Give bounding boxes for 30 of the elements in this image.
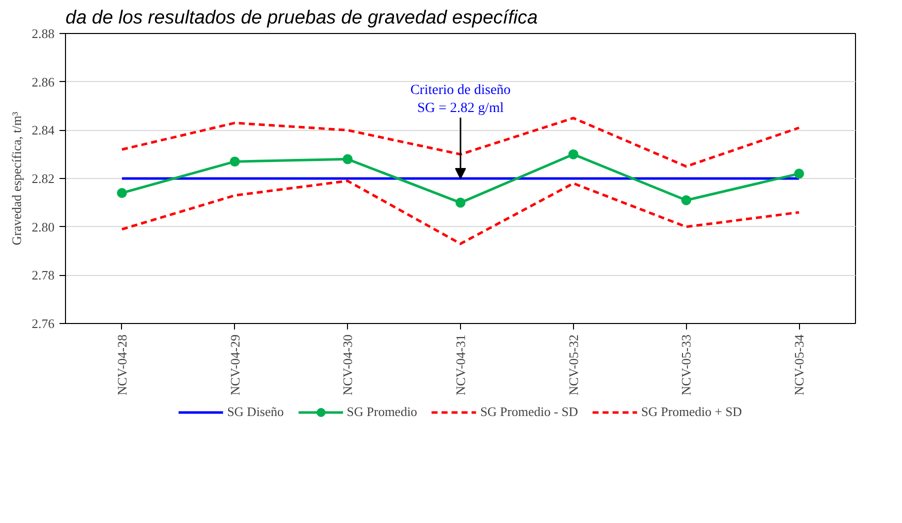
legend-label: SG Promedio [346,404,418,420]
point [681,195,692,206]
y-tick-label: 2.76 [32,316,55,331]
x-tick-label: NCV-05-33 [678,334,694,396]
y-tick-label: 2.80 [32,219,54,234]
point [230,156,240,167]
chart-title: da de los resultados de pruebas de gravedad específica [66,8,538,28]
point [456,198,466,208]
y-tick-label: 2.78 [32,268,54,283]
legend-label: SG Promedio + SD [641,404,742,420]
y-tick-label: 2.86 [32,74,55,90]
y-tick-label: 2.88 [32,26,54,41]
annotation: Criterio de diseño SG = 2.82 g/ml [410,83,511,116]
x-tick-label: NCV-04-31 [453,334,468,396]
line-series [120,180,800,245]
point [116,188,127,198]
legend-label: SG Diseño [227,404,284,420]
x-tick-label: NCV-04-30 [340,334,356,396]
x-tick-label: NCV-05-32 [566,334,581,396]
y-tick-label: 2.82 [32,171,54,186]
x-tick-label: NCV-04-28 [114,334,130,396]
point [342,154,353,164]
line-series [120,116,800,168]
point [568,149,578,160]
x-tick-label: NCV-04-29 [227,334,242,396]
point [794,168,804,179]
y-tick-label: 2.84 [32,122,55,138]
legend-label: SG Promedio - SD [480,404,578,420]
x-tick-label: NCV-05-34 [792,334,807,396]
y-axis-title: Gravedad específica, t/m³ [8,112,24,246]
